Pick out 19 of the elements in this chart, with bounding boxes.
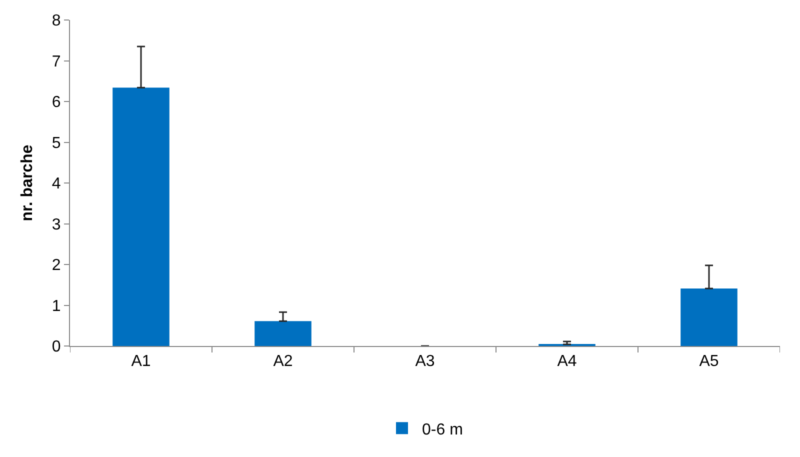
y-tick-label: 0 xyxy=(52,338,61,356)
y-tick-label: 8 xyxy=(52,12,61,30)
y-tick-label: 3 xyxy=(52,216,61,234)
bar xyxy=(254,321,312,346)
legend-label: 0-6 m xyxy=(422,421,463,438)
y-tick-label: 5 xyxy=(52,134,61,152)
y-axis-title: nr. barche xyxy=(18,144,36,222)
x-tick-label: A4 xyxy=(557,353,577,370)
bar xyxy=(680,288,738,346)
y-tick-label: 2 xyxy=(52,257,61,274)
bar xyxy=(112,88,170,346)
x-tick-label: A5 xyxy=(699,353,719,370)
x-tick-label: A2 xyxy=(273,353,293,370)
y-tick-label: 4 xyxy=(52,176,61,193)
y-tick-label: 6 xyxy=(52,94,61,112)
x-tick-label: A3 xyxy=(415,353,435,370)
x-tick-label: A1 xyxy=(131,353,151,370)
y-tick-label: 7 xyxy=(52,53,61,70)
y-tick-label: 1 xyxy=(52,298,61,315)
